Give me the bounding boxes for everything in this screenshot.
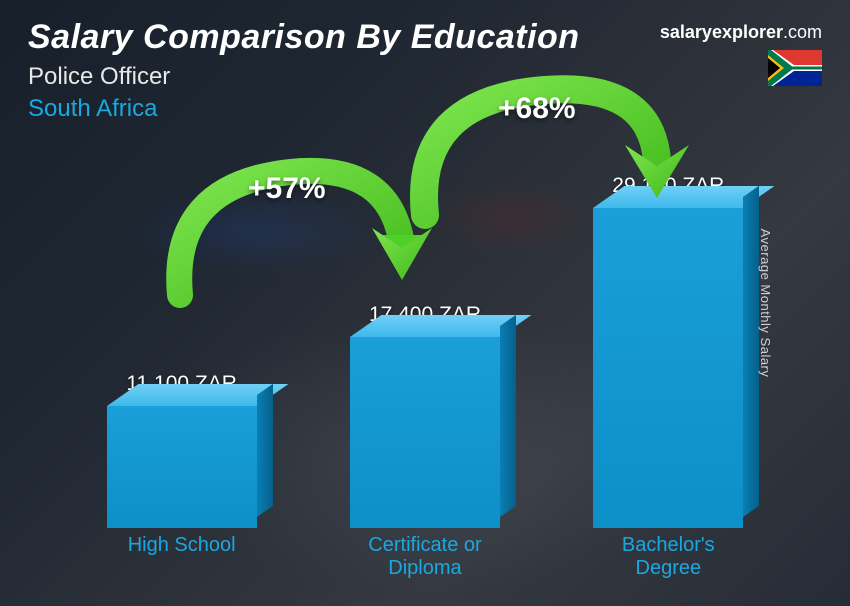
x-label-0: High School	[92, 528, 272, 578]
subtitle-job: Police Officer	[28, 63, 822, 91]
y-axis-label: Average Monthly Salary	[758, 229, 773, 378]
brand-suffix: .com	[783, 22, 822, 42]
x-label-2: Bachelor'sDegree	[578, 528, 758, 578]
bar-front	[107, 406, 257, 528]
flag-south-africa	[768, 50, 822, 86]
brand-name: salaryexplorer	[660, 22, 783, 42]
x-labels-container: High School Certificate orDiploma Bachelor…	[60, 528, 790, 578]
bar-side	[257, 384, 273, 517]
brand-logo: salaryexplorer.com	[660, 22, 822, 43]
bar-front	[593, 208, 743, 528]
bar-1: 17,400 ZAR	[335, 303, 515, 528]
bar-front	[350, 337, 500, 528]
increase-pct-1: +57%	[248, 172, 326, 206]
bar-0: 11,100 ZAR	[92, 372, 272, 528]
bar-side	[500, 315, 516, 517]
x-label-1: Certificate orDiploma	[335, 528, 515, 578]
subtitle-country: South Africa	[28, 95, 822, 123]
